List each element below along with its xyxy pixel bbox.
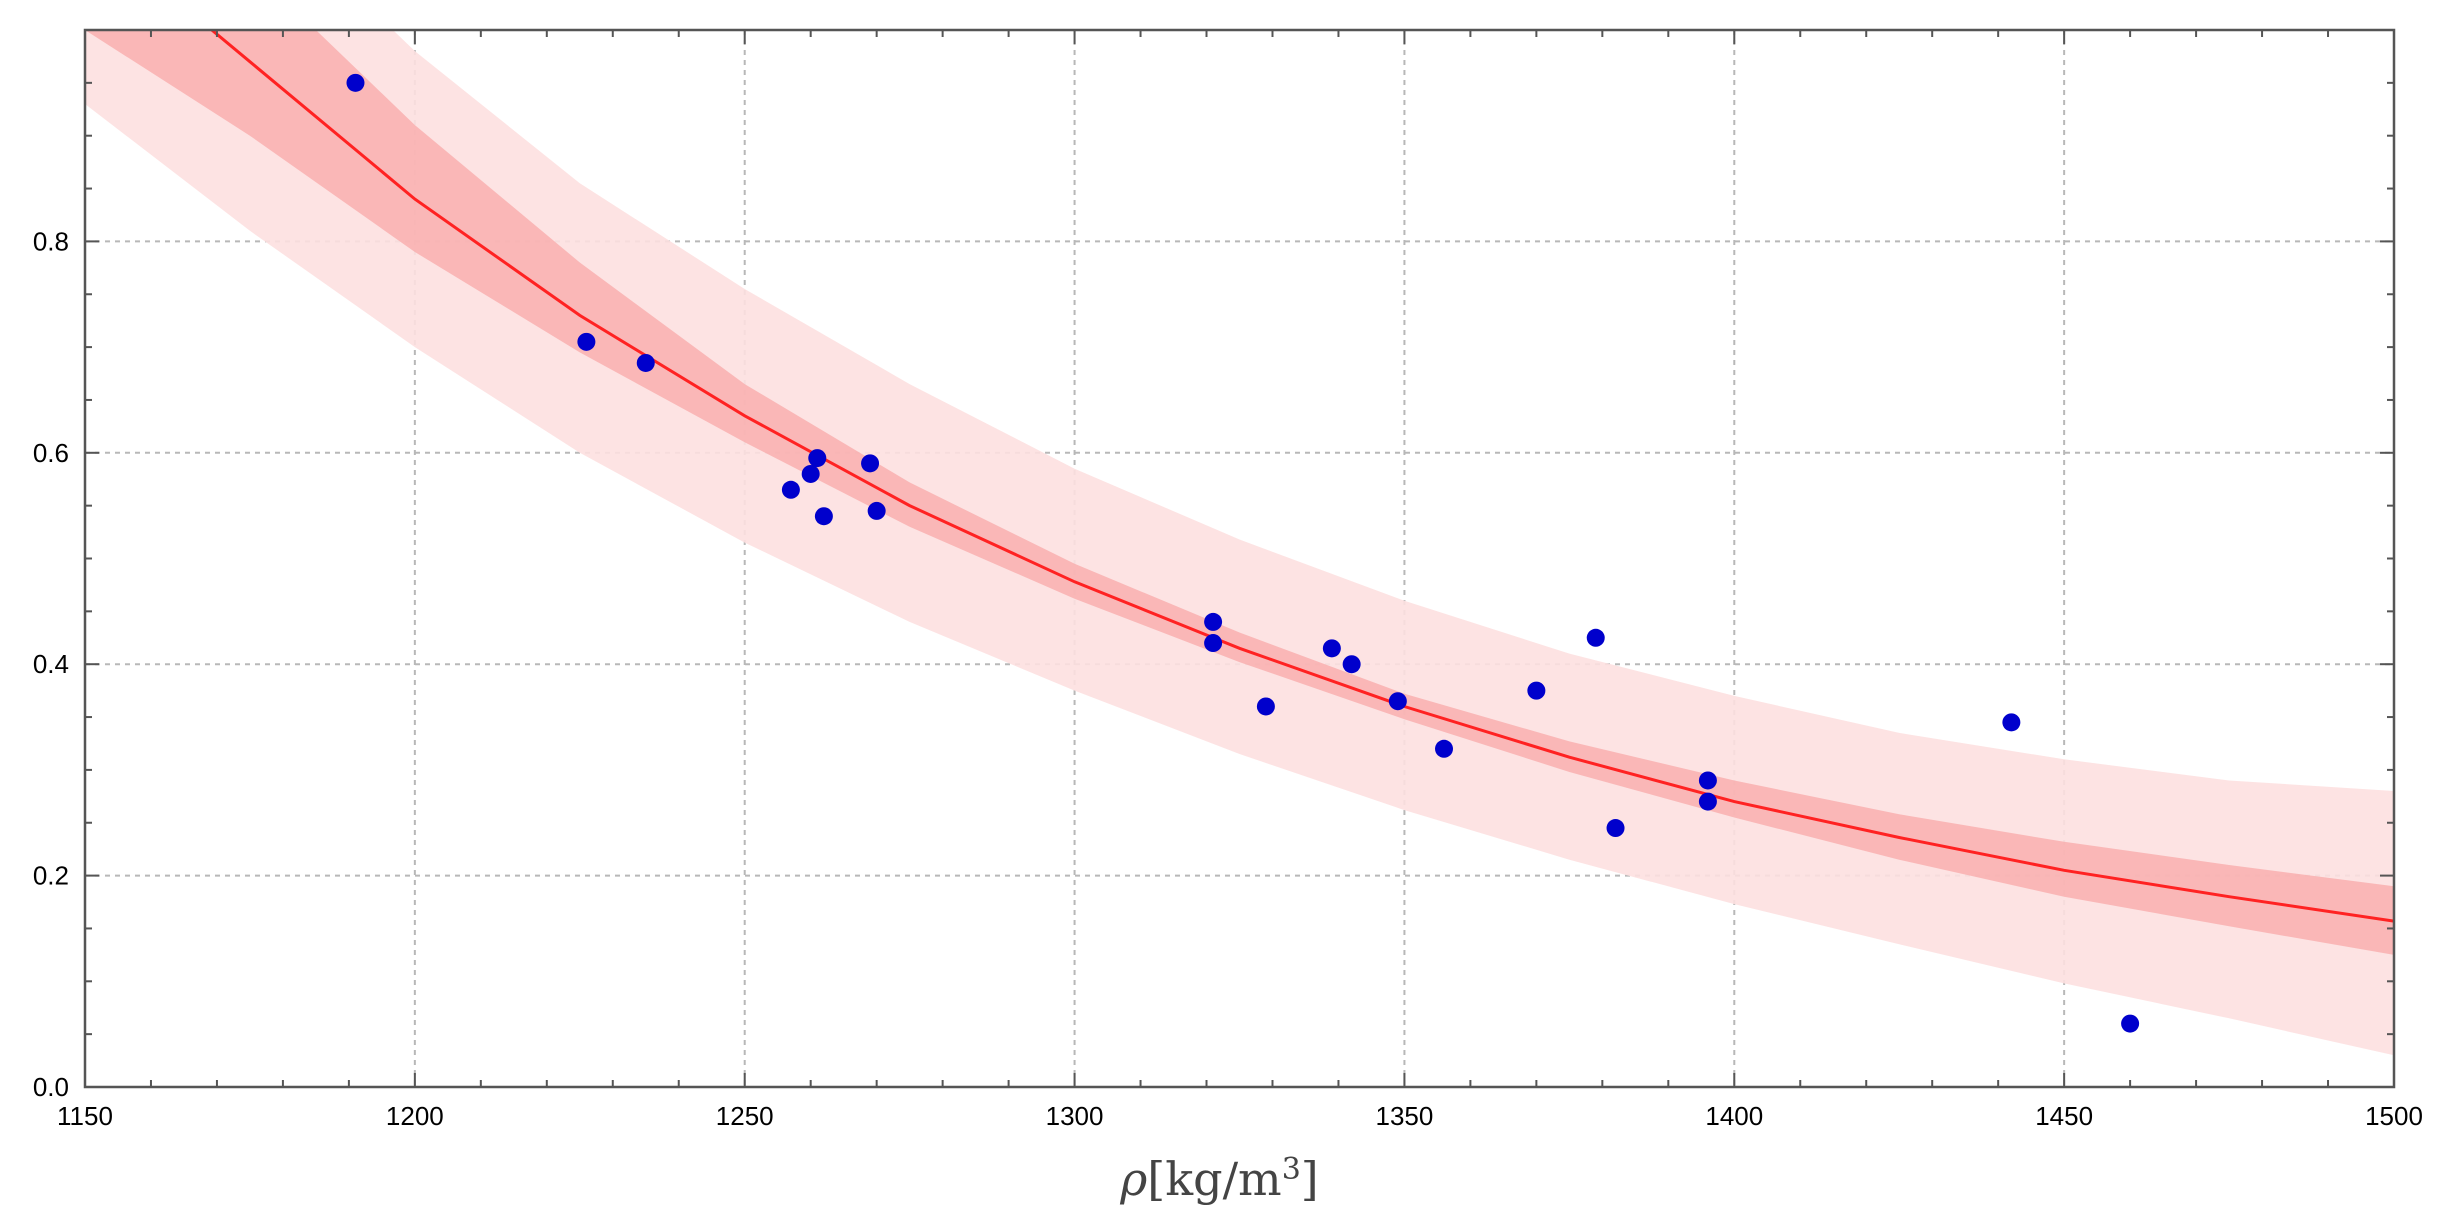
axis-ticks	[84, 29, 2395, 1088]
x-tick-label: 1450	[2035, 1101, 2093, 1131]
x-axis-title: ρ[kg/m3]	[1119, 1152, 1318, 1206]
data-point	[1527, 681, 1546, 700]
y-tick-label: 0.6	[33, 438, 69, 468]
data-point	[577, 332, 596, 351]
data-point	[1322, 639, 1341, 658]
data-point	[1204, 634, 1223, 653]
x-tick-label: 1400	[1705, 1101, 1763, 1131]
x-tick-label: 1350	[1376, 1101, 1434, 1131]
x-axis-unit-suffix: ]	[1301, 1152, 1319, 1206]
x-axis-unit-prefix: [kg/m	[1147, 1152, 1281, 1206]
y-tick-label: 0.4	[33, 649, 69, 679]
data-point	[1256, 697, 1275, 716]
x-tick-label: 1300	[1046, 1101, 1104, 1131]
data-point	[636, 353, 655, 372]
data-point	[2002, 713, 2021, 732]
data-point	[781, 480, 800, 499]
data-point	[861, 454, 880, 473]
y-tick-label: 0.0	[33, 1072, 69, 1102]
data-point	[814, 507, 833, 526]
data-point	[1342, 655, 1361, 674]
x-axis-unit-exponent: 3	[1282, 1152, 1301, 1187]
data-point	[801, 464, 820, 483]
data-points	[346, 73, 2140, 1033]
x-tick-label: 1250	[716, 1101, 774, 1131]
x-tick-label: 1200	[386, 1101, 444, 1131]
data-point	[346, 73, 365, 92]
y-tick-label: 0.2	[33, 861, 69, 891]
data-point	[2121, 1014, 2140, 1033]
fit-curve	[209, 30, 2394, 923]
data-point	[1388, 692, 1407, 711]
data-point	[1586, 628, 1605, 647]
y-tick-label: 0.8	[33, 226, 69, 256]
x-tick-label: 1150	[57, 1101, 113, 1131]
y-tick-labels: 0.0 0.2 0.4 0.6 0.8	[33, 226, 69, 1102]
data-point	[808, 449, 827, 468]
data-point	[867, 501, 886, 520]
confidence-band	[85, 30, 2394, 955]
x-axis-symbol: ρ	[1119, 1152, 1147, 1206]
data-point	[1435, 739, 1454, 758]
data-point	[1606, 819, 1625, 838]
data-point	[1698, 771, 1717, 790]
data-point	[1204, 612, 1223, 631]
x-tick-label: 1500	[2365, 1101, 2423, 1131]
x-tick-labels: 1150 1200 1250 1300 1350 1400 1450 1500	[57, 1101, 2423, 1131]
data-point	[1698, 792, 1717, 811]
uncertainty-bands	[85, 30, 2394, 1056]
fit-curve-layer	[209, 30, 2394, 923]
